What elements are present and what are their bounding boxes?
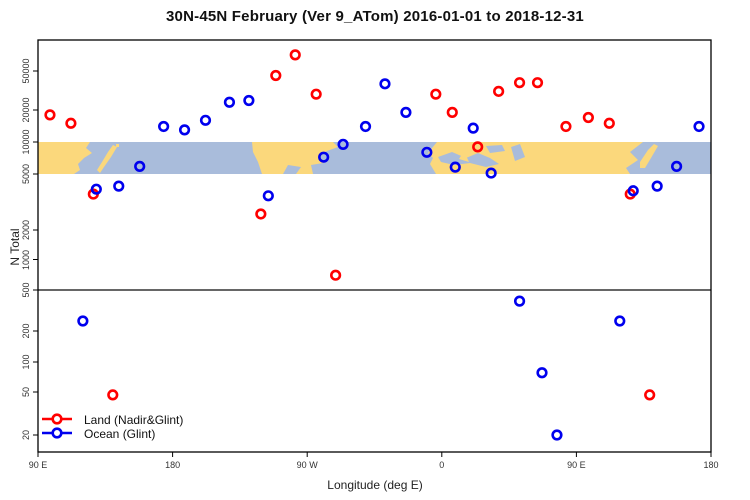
data-point-ocean [178,124,191,136]
map-band-land [97,145,117,173]
data-point-land [310,88,322,100]
data-point-ocean [614,315,626,327]
data-point-ocean [379,78,391,90]
data-point-ocean [693,120,705,133]
data-point-ocean [262,190,274,202]
data-point-ocean [449,161,461,173]
legend-label-land: Land (Nadir&Glint) [84,413,184,427]
data-point-ocean [513,295,526,307]
data-point-ocean [134,160,146,172]
map-band-sea [486,145,505,153]
data-point-ocean [651,180,663,192]
data-point-ocean [199,114,212,126]
map-band-land [116,144,119,147]
x-tick-label: 90 E [567,460,586,470]
map-band-land [252,142,338,174]
map-band-land [640,144,658,168]
x-tick-label: 0 [439,460,445,470]
map-band-land [459,151,469,162]
y-tick-label: 5000 [21,163,31,185]
data-point-land [472,141,484,153]
data-point-ocean [113,180,125,192]
y-tick-label: 1000 [21,249,31,270]
legend-marker-land-icon [51,413,63,425]
data-point-ocean [421,146,433,158]
x-tick-label: 90 E [28,460,48,470]
x-tick-label: 180 [703,460,719,470]
x-tick-label: 180 [165,460,181,470]
plot-frame [37,39,712,453]
data-point-ocean [318,151,330,163]
data-point-ocean [158,120,170,133]
map-band-sea [511,144,525,161]
data-point-land [65,117,77,129]
data-point-ocean [90,183,102,195]
data-point-ocean [551,429,563,441]
data-point-ocean [467,122,479,134]
x-axis-title: Longitude (deg E) [327,478,423,492]
data-point-ocean [536,367,548,379]
y-tick-label: 20 [21,429,31,441]
y-tick-label: 2000 [21,219,31,241]
data-point-land [289,49,301,61]
data-point-land [446,106,458,118]
y-tick-label: 200 [21,323,31,339]
data-point-land [330,269,342,281]
data-point-land [644,389,656,401]
map-band-land [38,142,92,174]
data-point-ocean [243,94,255,107]
data-point-land [270,69,282,82]
legend-marker-ocean-icon [51,427,63,439]
data-point-ocean [485,167,497,179]
data-point-ocean [77,315,89,327]
y-tick-label: 500 [21,282,31,298]
data-point-land [531,77,544,89]
data-point-land [107,389,119,401]
y-tick-label: 10000 [21,129,31,155]
data-point-land [493,85,505,97]
legend-label-ocean: Ocean (Glint) [84,427,156,441]
y-tick-label: 100 [21,354,31,370]
data-point-land [560,120,572,133]
x-tick-label: 90 W [296,460,318,470]
y-tick-label: 50000 [21,58,31,84]
data-point-ocean [671,160,683,172]
data-point-land [430,88,442,100]
data-point-ocean [223,96,236,108]
data-point-land [513,77,526,89]
data-point-ocean [359,120,372,133]
data-point-land [44,109,56,121]
data-point-land [582,111,594,124]
data-point-ocean [337,138,349,150]
data-point-ocean [400,106,412,118]
y-tick-label: 50 [21,386,31,398]
data-point-land [603,117,615,129]
chart-title: 30N-45N February (Ver 9_ATom) 2016-01-01… [166,8,584,25]
data-point-ocean [627,185,639,197]
data-point-land [255,208,267,220]
y-axis-title: N Total [8,228,22,266]
y-tick-label: 20000 [21,97,31,123]
